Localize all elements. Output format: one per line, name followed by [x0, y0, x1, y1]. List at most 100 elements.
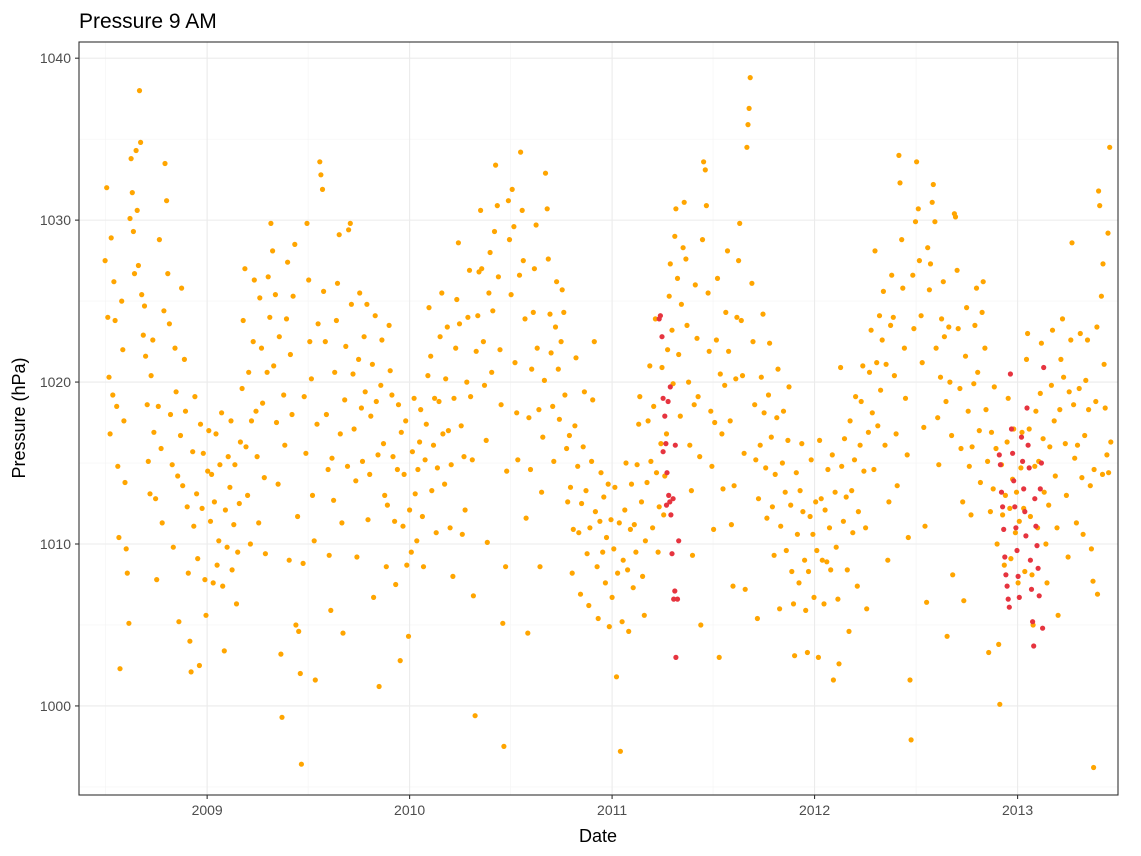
data-point: [579, 500, 585, 507]
data-point: [237, 439, 243, 445]
data-point: [792, 653, 798, 659]
data-point: [612, 484, 618, 490]
data-point: [752, 402, 758, 408]
data-point: [419, 513, 425, 520]
data-point: [213, 431, 219, 437]
data-point: [537, 564, 543, 570]
data-point: [902, 395, 909, 401]
data-point: [1082, 432, 1088, 439]
data-point: [595, 615, 601, 622]
data-point: [161, 308, 167, 314]
data-point: [376, 683, 382, 690]
data-point: [519, 207, 525, 213]
data-point: [484, 539, 490, 546]
data-point: [728, 522, 735, 528]
data-point: [105, 314, 111, 320]
highlight-point: [669, 551, 675, 557]
data-point: [1004, 439, 1010, 445]
data-point: [666, 293, 672, 299]
data-point: [600, 549, 606, 555]
data-point: [107, 431, 113, 437]
data-point: [106, 374, 112, 380]
data-point: [256, 520, 262, 526]
data-point: [181, 356, 187, 362]
data-point: [364, 301, 370, 307]
data-point: [594, 564, 600, 570]
data-point: [642, 538, 649, 544]
data-point: [346, 227, 352, 233]
data-point: [306, 277, 312, 283]
data-point: [275, 481, 281, 487]
data-point: [691, 402, 697, 408]
data-point: [332, 369, 338, 375]
data-point: [403, 418, 409, 424]
data-point: [987, 509, 994, 515]
data-point: [1065, 554, 1071, 560]
data-point: [1071, 402, 1077, 408]
data-point: [971, 381, 977, 387]
data-point: [412, 491, 418, 497]
data-point: [348, 301, 354, 307]
data-point: [156, 237, 162, 243]
data-point: [547, 311, 553, 317]
data-point: [551, 458, 557, 464]
data-point: [961, 598, 967, 604]
data-point: [203, 612, 209, 618]
data-point: [692, 282, 698, 288]
data-point: [398, 429, 404, 435]
highlight-point: [1024, 405, 1030, 411]
data-point: [273, 419, 280, 426]
highlight-point: [667, 499, 673, 505]
data-point: [540, 434, 546, 440]
data-point: [1101, 361, 1107, 367]
data-point: [747, 75, 753, 81]
data-point: [1088, 546, 1094, 552]
data-point: [429, 488, 435, 494]
data-point: [278, 651, 284, 657]
data-point: [127, 215, 133, 222]
data-point: [701, 159, 707, 165]
data-point: [247, 541, 253, 547]
data-point: [246, 369, 252, 375]
highlight-point: [676, 538, 682, 544]
data-point: [465, 314, 471, 320]
data-point: [195, 556, 201, 562]
data-point: [888, 322, 894, 328]
data-point: [874, 360, 880, 366]
data-point: [1076, 385, 1082, 392]
data-point: [333, 317, 339, 324]
data-point: [297, 670, 303, 677]
data-point: [329, 455, 335, 461]
data-point: [665, 347, 671, 353]
data-point: [783, 547, 789, 554]
x-tick-label: 2013: [1002, 802, 1033, 818]
data-point: [1023, 356, 1030, 362]
data-point: [337, 431, 343, 437]
data-point: [490, 308, 496, 314]
data-point: [314, 421, 320, 427]
data-point: [611, 546, 617, 552]
data-point: [311, 538, 317, 544]
data-point: [804, 649, 811, 656]
highlight-point: [1003, 572, 1009, 578]
data-point: [866, 369, 873, 375]
data-point: [994, 541, 1000, 547]
data-point: [645, 418, 651, 424]
data-point: [669, 327, 675, 333]
data-point: [789, 568, 795, 575]
data-point: [749, 280, 755, 286]
data-point: [415, 466, 421, 473]
data-point: [658, 441, 664, 447]
x-tick-label: 2009: [192, 802, 223, 818]
highlight-point: [662, 413, 668, 419]
data-point: [832, 489, 838, 495]
data-point: [626, 628, 632, 635]
data-point: [566, 432, 573, 439]
data-point: [214, 562, 220, 568]
data-point: [184, 504, 190, 510]
data-point: [650, 525, 656, 531]
data-point: [805, 568, 812, 575]
data-point: [1063, 492, 1069, 498]
data-point: [1016, 518, 1022, 524]
highlight-point: [996, 452, 1002, 458]
